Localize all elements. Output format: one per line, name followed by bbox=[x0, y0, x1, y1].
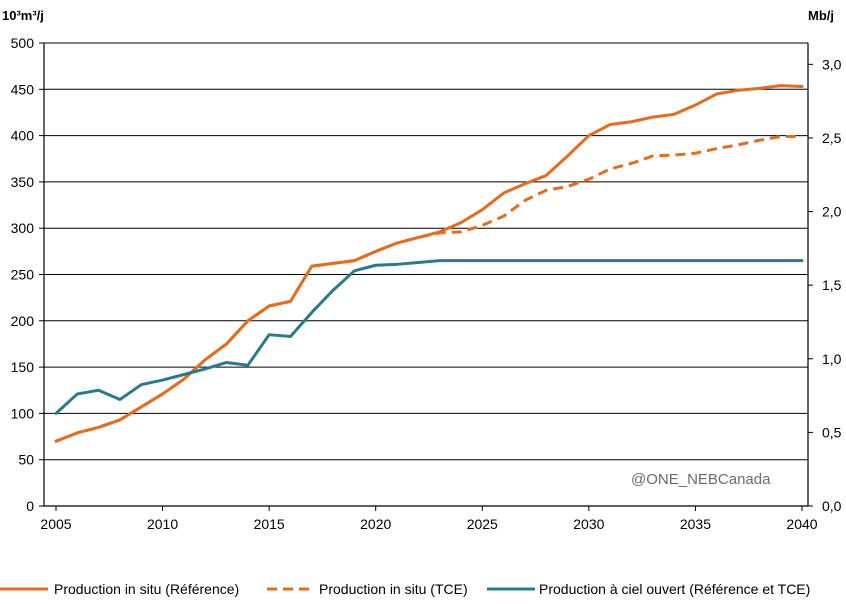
y-tick-label: 350 bbox=[11, 174, 35, 190]
legend-item: Production in situ (Référence) bbox=[0, 581, 239, 597]
right-tick-label: 3,0 bbox=[822, 56, 842, 72]
y-tick-label: 400 bbox=[11, 128, 35, 144]
legend: Production in situ (Référence) Production… bbox=[0, 581, 810, 597]
gridlines bbox=[44, 42, 808, 507]
x-tick-label: 2040 bbox=[786, 516, 817, 532]
y-tick-label: 250 bbox=[11, 267, 35, 283]
right-tick-label: 2,0 bbox=[822, 204, 842, 220]
right-tick-label: 1,5 bbox=[822, 277, 842, 293]
series-lines bbox=[54, 84, 804, 443]
left-y-axis-ticks: 0 50 100 150 200 250 300 350 400 450 500 bbox=[11, 35, 44, 514]
right-tick-label: 0,0 bbox=[822, 498, 842, 514]
right-tick-label: 2,5 bbox=[822, 130, 842, 146]
x-tick-label: 2020 bbox=[360, 516, 391, 532]
x-tick-label: 2030 bbox=[573, 516, 604, 532]
right-y-axis-ticks: 0,0 0,5 1,0 1,5 2,0 2,5 3,0 bbox=[808, 56, 842, 514]
x-tick-label: 2005 bbox=[40, 516, 71, 532]
y-tick-label: 50 bbox=[18, 452, 34, 468]
y-tick-label: 100 bbox=[11, 405, 35, 421]
x-tick-label: 2025 bbox=[467, 516, 498, 532]
legend-label: Production in situ (Référence) bbox=[54, 581, 239, 597]
right-tick-label: 0,5 bbox=[822, 424, 842, 440]
left-axis-unit: 10³m³/j bbox=[2, 8, 44, 23]
y-tick-label: 200 bbox=[11, 313, 35, 329]
y-tick-label: 450 bbox=[11, 81, 35, 97]
y-tick-label: 300 bbox=[11, 220, 35, 236]
y-tick-label: 500 bbox=[11, 35, 35, 51]
x-tick-label: 2035 bbox=[680, 516, 711, 532]
x-axis-ticks: 2005 2010 2015 2020 2025 2030 2035 2040 bbox=[40, 506, 818, 532]
right-tick-label: 1,0 bbox=[822, 351, 842, 367]
series-line-1 bbox=[55, 135, 802, 443]
legend-label: Production à ciel ouvert (Référence et T… bbox=[539, 581, 810, 597]
y-tick-label: 0 bbox=[26, 498, 34, 514]
watermark-text: @ONE_NEBCanada bbox=[631, 471, 771, 488]
y-tick-label: 150 bbox=[11, 359, 35, 375]
x-tick-label: 2015 bbox=[254, 516, 285, 532]
legend-item: Production à ciel ouvert (Référence et T… bbox=[487, 581, 810, 597]
series-line-2 bbox=[54, 259, 804, 415]
legend-label: Production in situ (TCE) bbox=[319, 581, 468, 597]
legend-item: Production in situ (TCE) bbox=[267, 581, 468, 597]
x-tick-label: 2010 bbox=[147, 516, 178, 532]
series-line-0 bbox=[54, 84, 804, 443]
right-axis-unit: Mb/j bbox=[808, 8, 834, 23]
